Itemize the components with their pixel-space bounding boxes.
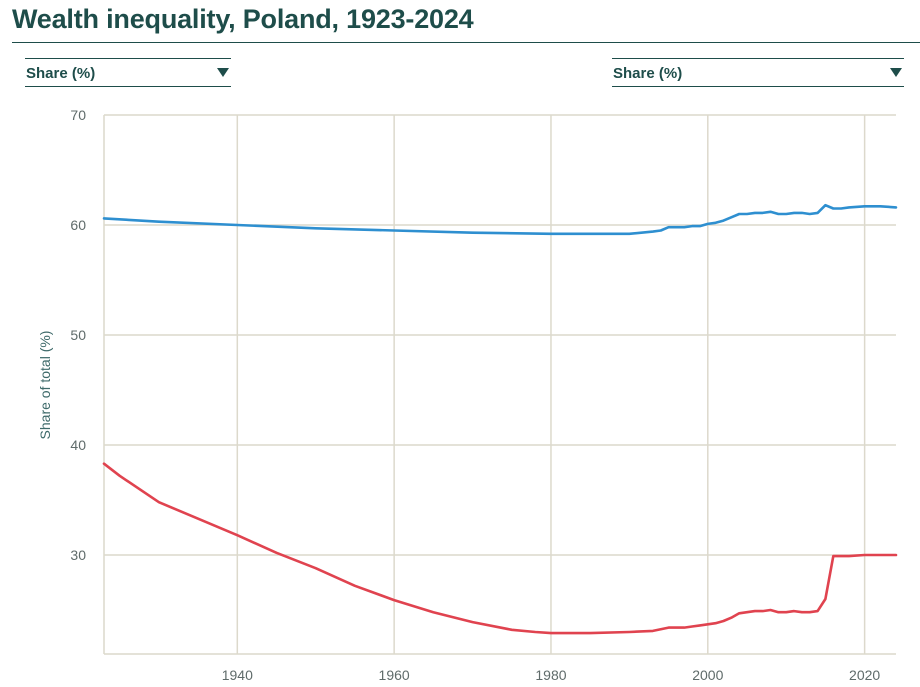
y-tick-label: 30: [70, 547, 86, 563]
x-tick-label: 2020: [849, 667, 880, 683]
chart-series: [102, 203, 898, 635]
right-metric-select[interactable]: Share (%): [612, 58, 904, 87]
title-divider: [12, 42, 920, 43]
y-tick-label: 50: [70, 327, 86, 343]
y-tick-label: 70: [70, 107, 86, 123]
series-line-1: [102, 203, 898, 236]
y-tick-label: 40: [70, 437, 86, 453]
page-title: Wealth inequality, Poland, 1923-2024: [12, 4, 474, 34]
caret-down-icon: [890, 68, 902, 77]
chart-axes: 30 40 50 60 70 1940 1960 1980 2000 2020: [70, 107, 896, 683]
right-metric-select-label: Share (%): [613, 65, 683, 82]
x-tick-label: 2000: [692, 667, 723, 683]
y-axis-label: Share of total (%): [37, 331, 53, 440]
y-tick-label: 60: [70, 217, 86, 233]
caret-down-icon: [217, 68, 229, 77]
series-line-2: [102, 462, 898, 635]
x-tick-label: 1960: [379, 667, 410, 683]
x-tick-label: 1980: [535, 667, 566, 683]
chart-grid: [104, 114, 896, 654]
left-metric-select-label: Share (%): [26, 65, 96, 82]
x-tick-label: 1940: [222, 667, 253, 683]
left-metric-select[interactable]: Share (%): [25, 58, 231, 87]
